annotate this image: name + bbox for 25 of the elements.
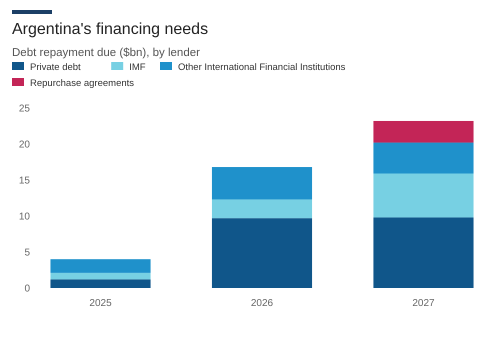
bar <box>373 142 474 174</box>
legend-label: Other International Financial Institutions <box>178 62 346 73</box>
legend-label: Private debt <box>30 62 82 73</box>
bar <box>212 199 312 218</box>
y-tick-label: 5 <box>24 248 30 258</box>
y-tick-label: 20 <box>18 140 30 150</box>
legend-label: IMF <box>129 62 146 73</box>
y-tick-label: 15 <box>18 176 30 186</box>
bar <box>212 167 312 200</box>
chart-title: Argentina's financing needs <box>12 21 208 38</box>
bar <box>50 259 151 273</box>
y-tick-label: 25 <box>18 104 30 114</box>
x-tick-label: 2026 <box>250 298 274 309</box>
bar <box>50 272 151 280</box>
chart-subtitle: Debt repayment due ($bn), by lender <box>12 47 200 59</box>
bar <box>373 174 474 218</box>
bar <box>373 120 474 143</box>
y-tick-label: 10 <box>18 212 30 222</box>
x-tick-label: 2025 <box>89 298 112 309</box>
x-tick-label: 2027 <box>412 298 436 309</box>
bar <box>50 279 151 288</box>
bar <box>373 217 474 288</box>
legend-label: Repurchase agreements <box>30 78 134 89</box>
y-tick-label: 0 <box>24 284 30 294</box>
bar <box>212 218 312 288</box>
